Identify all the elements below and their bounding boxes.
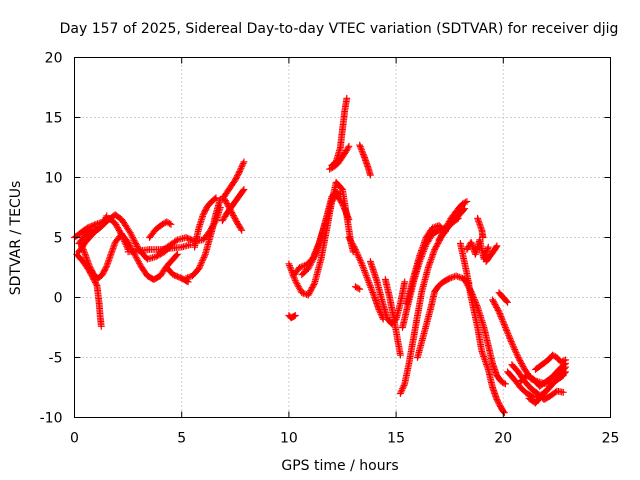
y-tick-label: 15 <box>45 111 63 127</box>
data-arc-arc-33 <box>463 236 492 263</box>
data-arc-arc-40 <box>532 351 569 373</box>
y-axis-label: SDTVAR / TECUs <box>8 181 24 296</box>
y-tick-label: -10 <box>40 411 63 427</box>
x-tick-label: 20 <box>494 431 512 447</box>
data-arc-arc-39 <box>517 360 569 390</box>
x-tick-label: 5 <box>177 431 186 447</box>
data-arc-arc-38 <box>508 361 567 403</box>
data-arc-arc-16 <box>285 312 299 322</box>
data-arc-arc-30 <box>435 198 471 244</box>
data-arc-arc-12 <box>219 158 248 203</box>
axis-ticks: 0 5 10 15 20 25 -10 -5 0 5 10 15 20 <box>40 51 620 447</box>
data-arc-arc-8 <box>163 264 192 286</box>
data-arc-arc-28 <box>403 222 449 307</box>
data-arc-arc-22 <box>345 234 387 323</box>
data-arc-arc-35 <box>482 242 501 265</box>
y-tick-label: 5 <box>54 231 63 247</box>
y-tick-label: 10 <box>45 171 63 187</box>
data-marks <box>71 94 569 417</box>
x-tick-label: 15 <box>387 431 405 447</box>
y-tick-label: 20 <box>45 51 63 67</box>
data-arc-arc-42 <box>495 289 511 306</box>
y-tick-label: -5 <box>49 351 63 367</box>
x-tick-label: 10 <box>280 431 298 447</box>
data-arc-arc-4 <box>77 230 181 283</box>
data-arc-arc-41 <box>525 368 569 407</box>
y-tick-label: 0 <box>54 291 63 307</box>
data-arc-arc-29 <box>414 272 473 361</box>
data-arc-arc-5 <box>75 211 175 263</box>
data-arc-arc-32 <box>461 276 509 388</box>
data-arc-arc-7 <box>146 218 175 241</box>
data-arc-arc-34 <box>474 214 487 241</box>
data-arc-arc-10 <box>182 195 224 282</box>
x-axis-label: GPS time / hours <box>281 458 398 474</box>
data-arc-arc-20 <box>326 142 353 173</box>
data-arc-arc-11 <box>191 194 220 251</box>
data-arc-arc-23 <box>352 283 364 293</box>
data-arc-arc-18 <box>298 188 344 279</box>
data-arc-arc-14 <box>221 195 246 234</box>
data-arc-arc-21 <box>356 141 374 179</box>
x-tick-label: 0 <box>70 431 79 447</box>
data-arc-arc-25 <box>382 276 404 359</box>
chart-title: Day 157 of 2025, Sidereal Day-to-day VTE… <box>60 21 619 37</box>
x-tick-label: 25 <box>602 431 620 447</box>
